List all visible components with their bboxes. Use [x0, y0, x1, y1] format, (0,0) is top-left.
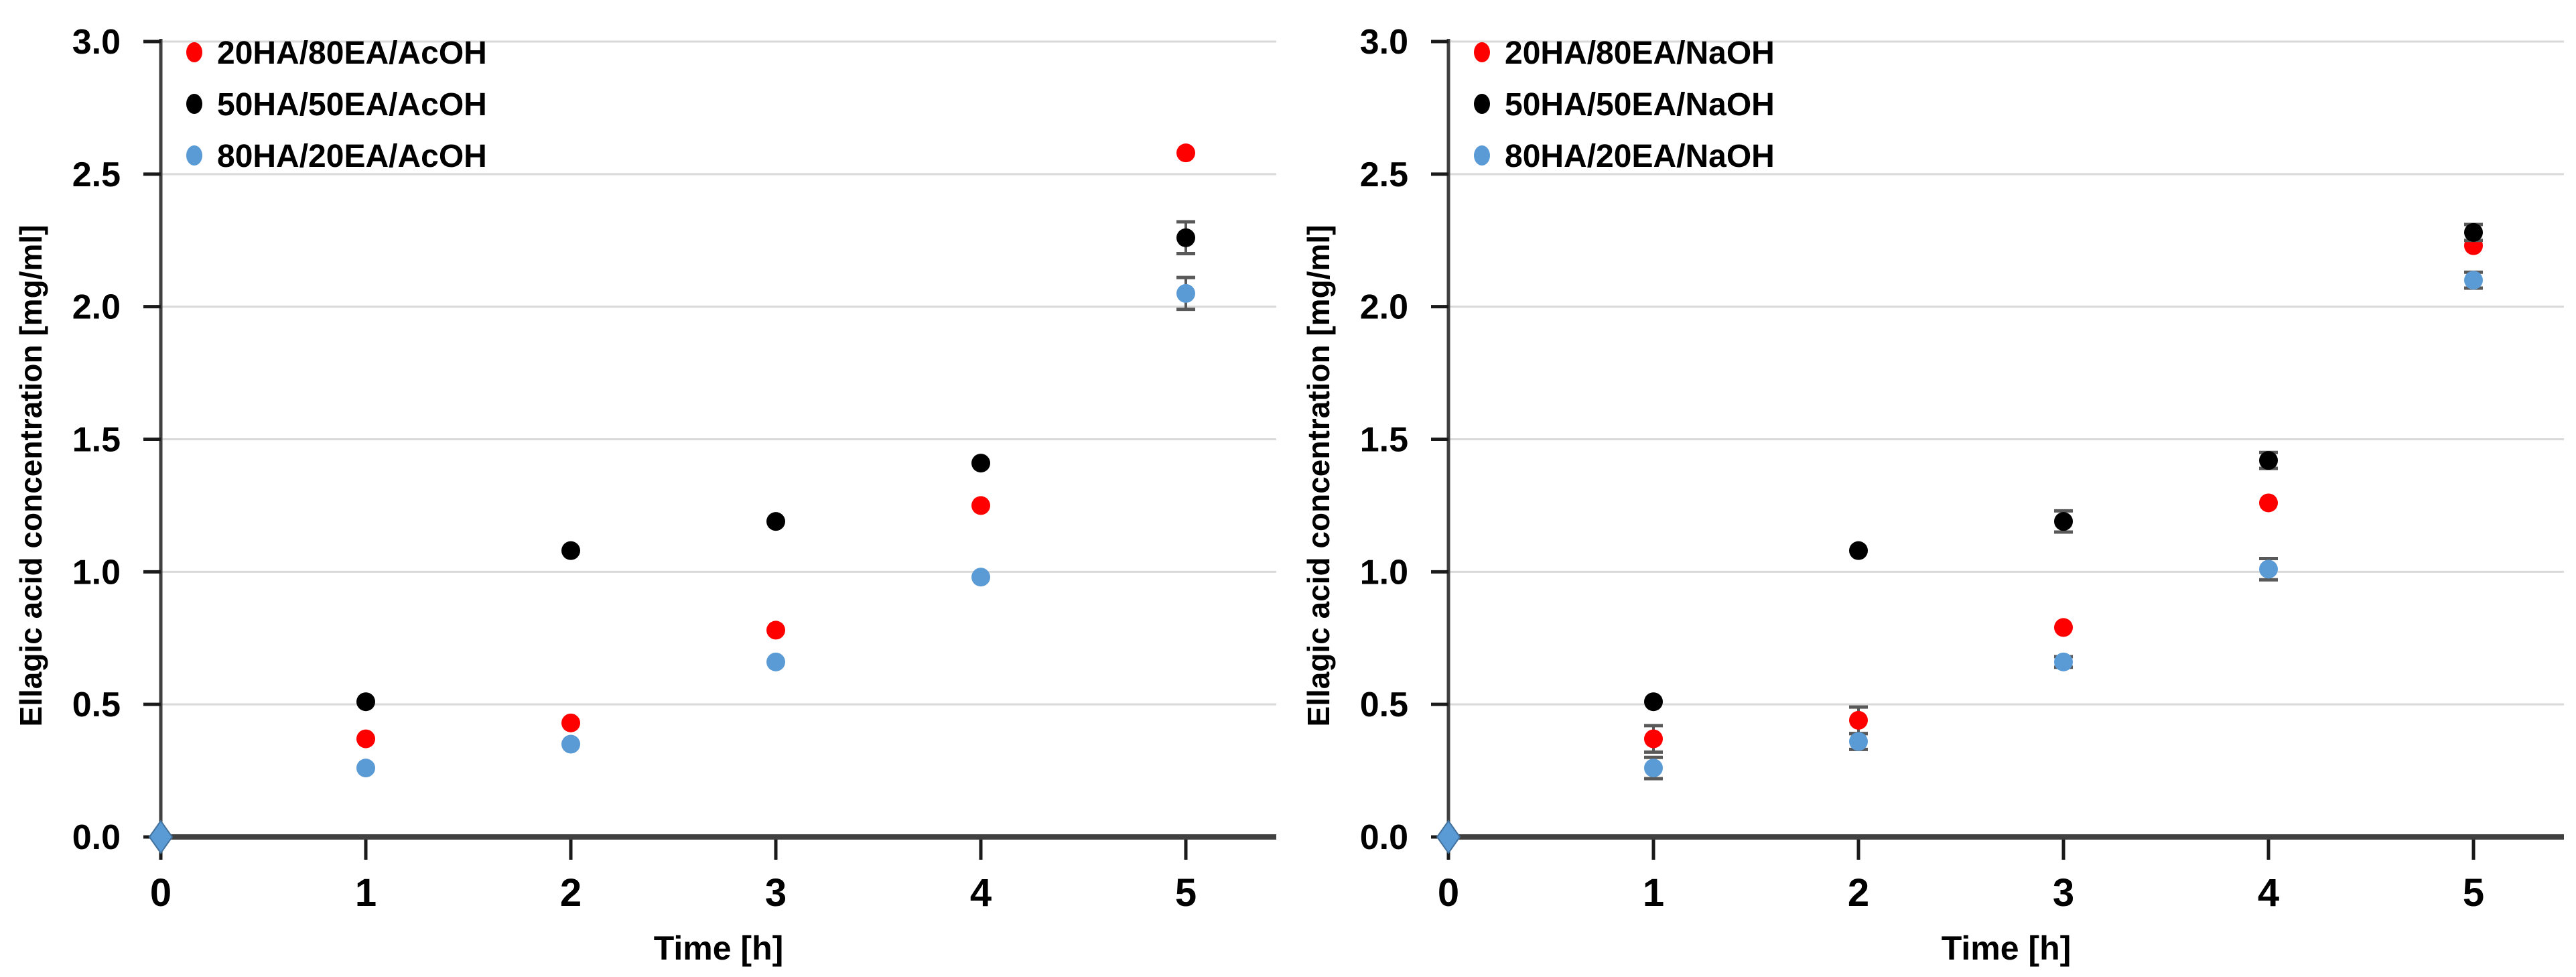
x-tick-label: 2: [560, 871, 582, 915]
legend-marker: [186, 145, 202, 166]
y-tick-label: 3.0: [72, 23, 121, 62]
y-tick-label: 1.5: [72, 421, 121, 460]
x-tick-label: 1: [1643, 871, 1664, 915]
data-point: [766, 652, 785, 671]
y-tick-label: 2.5: [72, 155, 121, 194]
legend-label: 20HA/80EA/AcOH: [217, 36, 487, 71]
y-axis-title: Ellagic acid concentration [mg/ml]: [13, 225, 48, 727]
legend-marker: [1474, 94, 1490, 114]
y-tick-label: 0.0: [1360, 818, 1408, 857]
data-point: [1849, 732, 1868, 751]
data-point: [356, 729, 375, 748]
x-tick-label: 1: [355, 871, 377, 915]
x-tick-label: 2: [1848, 871, 1869, 915]
y-tick-label: 0.0: [72, 818, 121, 857]
x-tick-label: 5: [2463, 871, 2484, 915]
y-tick-label: 1.5: [1360, 421, 1408, 460]
data-point: [971, 568, 990, 587]
data-point: [2259, 451, 2278, 470]
x-tick-label: 0: [150, 871, 172, 915]
legend-marker: [186, 94, 202, 114]
legend-label: 50HA/50EA/NaOH: [1505, 87, 1775, 123]
origin-marker: [1436, 820, 1461, 854]
data-point: [2054, 618, 2073, 637]
x-tick-label: 5: [1175, 871, 1197, 915]
data-point: [356, 692, 375, 712]
data-point: [561, 713, 580, 732]
x-tick-label: 4: [2258, 871, 2279, 915]
chart-naoh: 0.0 0.5 1.0 1.5 2.0 2.5 3.0 0 1 2 3 4 5 Time [h] Ellag…: [1301, 23, 2564, 967]
data-point: [2464, 222, 2483, 242]
origin-marker: [148, 820, 174, 854]
data-point: [1644, 759, 1663, 778]
data-point: [2054, 652, 2073, 671]
data-point: [1644, 692, 1663, 712]
y-tick-label: 1.0: [1360, 553, 1408, 592]
data-point: [1849, 541, 1868, 560]
y-tick-label: 2.0: [72, 288, 121, 327]
legend-label: 80HA/20EA/AcOH: [217, 139, 487, 174]
legend-marker: [186, 42, 202, 62]
data-point: [561, 541, 580, 560]
y-tick-label: 1.0: [72, 553, 121, 592]
x-tick-label: 3: [765, 871, 787, 915]
data-point: [356, 759, 375, 778]
legend-label: 20HA/80EA/NaOH: [1505, 36, 1775, 71]
data-point: [2259, 560, 2278, 579]
legend-marker: [1474, 42, 1490, 62]
y-tick-label: 3.0: [1360, 23, 1408, 62]
data-point: [561, 734, 580, 754]
x-tick-label: 0: [1438, 871, 1459, 915]
legend-marker: [1474, 145, 1490, 166]
y-tick-label: 0.5: [1360, 686, 1408, 724]
x-tick-label: 4: [970, 871, 992, 915]
data-point: [2259, 493, 2278, 513]
data-point: [1176, 228, 1195, 247]
data-point: [2464, 271, 2483, 290]
data-point: [1176, 283, 1195, 303]
data-point: [1176, 143, 1195, 163]
data-point: [766, 512, 785, 531]
y-tick-label: 2.0: [1360, 288, 1408, 327]
legend-label: 80HA/20EA/NaOH: [1505, 139, 1775, 174]
legend-label: 50HA/50EA/AcOH: [217, 87, 487, 123]
chart-acoh: 0.0 0.5 1.0 1.5 2.0 2.5 3.0 0 1 2 3 4 5 Time [h] Ellag…: [13, 23, 1276, 967]
data-point: [1849, 710, 1868, 730]
data-point: [1644, 729, 1663, 748]
x-axis-title: Time [h]: [654, 929, 784, 967]
data-point: [766, 621, 785, 640]
y-axis-title: Ellagic acid concentration [mg/ml]: [1301, 225, 1336, 727]
y-tick-label: 2.5: [1360, 155, 1408, 194]
data-point: [971, 496, 990, 515]
y-tick-label: 0.5: [72, 686, 121, 724]
data-point: [971, 454, 990, 473]
data-point: [2054, 512, 2073, 531]
x-tick-label: 3: [2053, 871, 2074, 915]
x-axis-title: Time [h]: [1942, 929, 2072, 967]
